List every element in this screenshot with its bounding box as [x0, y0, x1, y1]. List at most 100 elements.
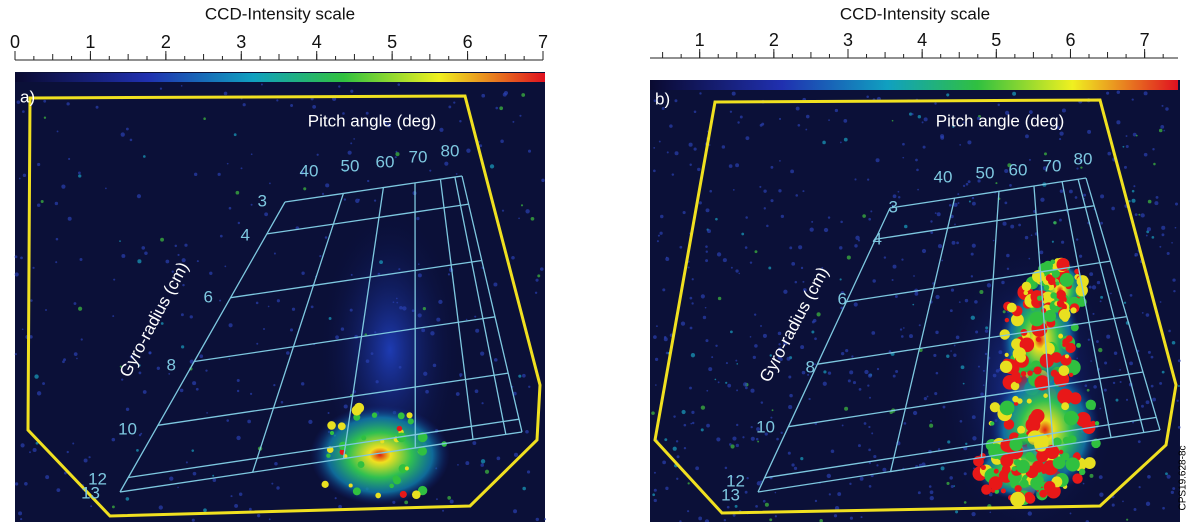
ccd-speck — [960, 420, 963, 423]
ccd-speck — [1010, 225, 1014, 229]
ccd-speck — [800, 345, 804, 349]
ccd-speck — [956, 336, 960, 340]
pitch-label: 40 — [300, 161, 319, 180]
ccd-speck — [219, 300, 221, 302]
ccd-speck — [735, 505, 738, 508]
ccd-speck — [789, 246, 792, 249]
ccd-speck — [850, 517, 853, 520]
ccd-speck — [859, 388, 862, 391]
ccd-speck — [861, 516, 863, 518]
ccd-speck — [904, 422, 907, 425]
ccd-speck — [959, 144, 961, 146]
ccd-speck — [126, 128, 129, 131]
ccd-speck — [867, 384, 869, 386]
ccd-speck — [500, 140, 504, 144]
ccd-speck — [56, 238, 59, 241]
ccd-speck — [811, 330, 814, 333]
ccd-speck — [1052, 241, 1054, 243]
ccd-speck — [311, 305, 314, 308]
ccd-speck — [985, 329, 988, 332]
ccd-speck — [731, 267, 733, 269]
gyro-label: 10 — [118, 419, 137, 438]
ccd-speck — [1087, 130, 1091, 134]
ccd-speck — [967, 140, 971, 144]
ccd-speck — [1134, 508, 1137, 511]
ccd-speck — [33, 448, 37, 452]
ccd-speck — [205, 370, 207, 372]
ccd-speck — [1124, 166, 1127, 169]
ccd-speck — [493, 283, 497, 287]
ccd-speck — [544, 518, 546, 520]
ccd-speck — [1160, 125, 1164, 129]
ccd-speck — [344, 198, 346, 200]
ccd-speck — [398, 268, 400, 270]
ccd-speck — [691, 353, 695, 357]
ccd-speck — [844, 407, 848, 411]
ccd-speck — [1104, 361, 1107, 364]
ccd-speck — [1178, 426, 1181, 429]
ccd-speck — [160, 238, 164, 242]
ccd-speck — [676, 478, 678, 480]
pitch-label: 40 — [934, 167, 953, 186]
ccd-speck — [954, 223, 956, 225]
ccd-speck — [839, 246, 842, 249]
ccd-speck — [96, 106, 99, 109]
ccd-blob — [1000, 361, 1012, 373]
ccd-speck — [706, 250, 708, 252]
ccd-speck — [68, 217, 72, 221]
ccd-speck — [1176, 400, 1178, 402]
ccd-speck — [989, 511, 991, 513]
ccd-speck — [511, 256, 515, 260]
ccd-speck — [854, 178, 856, 180]
ccd-blob — [1025, 493, 1035, 503]
ccd-speck — [177, 487, 179, 489]
ccd-speck — [723, 258, 727, 262]
ccd-speck — [791, 262, 795, 266]
ccd-speck — [1100, 194, 1104, 198]
ccd-speck — [139, 434, 141, 436]
ccd-speck — [745, 136, 749, 140]
ccd-speck — [858, 239, 860, 241]
ccd-speck — [241, 167, 243, 169]
ccd-speck — [1144, 91, 1148, 95]
ccd-blob — [353, 487, 361, 495]
ccd-blob — [1005, 353, 1009, 357]
scale-tick-label: 1 — [85, 32, 95, 52]
ccd-blob — [1025, 452, 1034, 461]
ccd-speck — [796, 107, 800, 111]
ccd-speck — [771, 166, 774, 169]
ccd-speck — [136, 449, 139, 452]
ccd-speck — [456, 392, 460, 396]
ccd-blob — [1036, 476, 1042, 482]
ccd-speck — [935, 331, 938, 334]
ccd-speck — [669, 124, 672, 127]
ccd-speck — [1106, 92, 1109, 95]
ccd-speck — [658, 235, 660, 237]
ccd-speck — [206, 412, 208, 414]
ccd-speck — [687, 510, 689, 512]
ccd-speck — [902, 157, 904, 159]
scale-tick-label: 0 — [10, 32, 20, 52]
ccd-speck — [268, 306, 270, 308]
ccd-speck — [143, 390, 147, 394]
ccd-speck — [175, 245, 177, 247]
ccd-speck — [319, 255, 321, 257]
ccd-speck — [918, 491, 921, 494]
ccd-blob — [1010, 492, 1025, 507]
ccd-speck — [763, 500, 766, 503]
ccd-blob — [981, 465, 986, 470]
ccd-speck — [269, 182, 271, 184]
ccd-speck — [717, 252, 721, 256]
scale-tick-label: 6 — [463, 32, 473, 52]
ccd-blob — [1065, 354, 1069, 358]
ccd-speck — [961, 365, 965, 369]
ccd-speck — [450, 499, 454, 503]
ccd-speck — [218, 173, 221, 176]
ccd-speck — [736, 424, 738, 426]
ccd-speck — [328, 412, 330, 414]
ccd-speck — [979, 290, 983, 294]
ccd-blob — [1077, 275, 1089, 287]
ccd-speck — [936, 372, 939, 375]
ccd-speck — [755, 250, 758, 253]
ccd-speck — [62, 360, 65, 363]
